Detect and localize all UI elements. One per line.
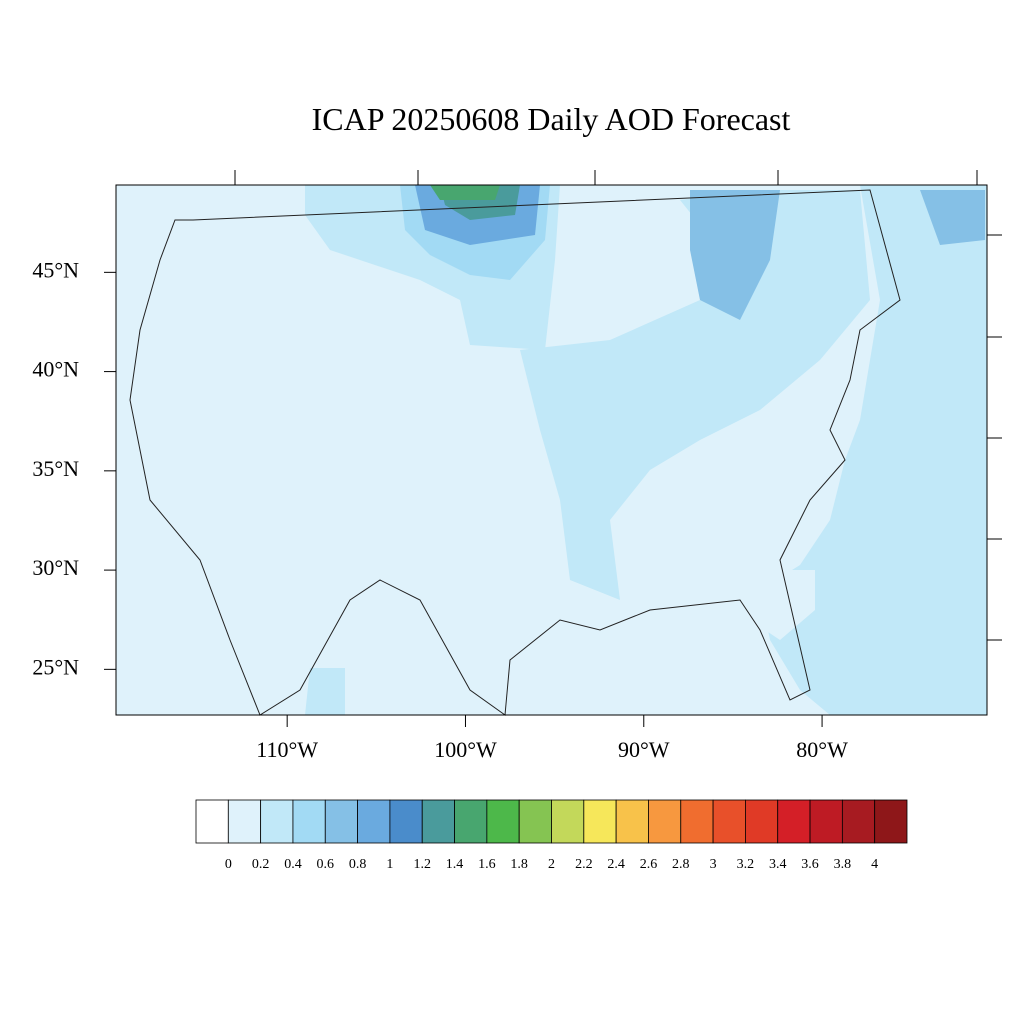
colorbar-label: 3.2 [737, 857, 755, 872]
colorbar-label: 0 [225, 857, 232, 872]
colorbar-box [389, 799, 423, 844]
frame-ticks [234, 170, 1002, 641]
shade-region [690, 190, 780, 320]
y-tick-label: 30°N [32, 555, 79, 580]
colorbar-label: 0.4 [284, 857, 302, 872]
colorbar-label: 0.6 [317, 857, 335, 872]
colorbar-label: 4 [871, 857, 878, 872]
colorbar-box [712, 799, 746, 844]
colorbar-box [809, 799, 843, 844]
map-field [115, 170, 1002, 716]
shade-region [305, 668, 345, 715]
map-frame [115, 184, 988, 716]
colorbar-box [583, 799, 617, 844]
y-tick-label: 25°N [32, 654, 79, 679]
colorbar-box [357, 799, 391, 844]
colorbar-label: 3.4 [769, 857, 787, 872]
colorbar-box [680, 799, 714, 844]
colorbar-label: 2.6 [640, 857, 658, 872]
colorbar-box [454, 799, 488, 844]
x-tick-label: 90°W [618, 737, 670, 762]
colorbar-label: 2.8 [672, 857, 690, 872]
colorbar-label: 0.8 [349, 857, 367, 872]
colorbar-box [648, 799, 682, 844]
colorbar-box [195, 799, 229, 844]
colorbar-label: 1.4 [446, 857, 464, 872]
shade-region [750, 570, 815, 640]
colorbar-label: 3.8 [834, 857, 852, 872]
colorbar-box [745, 799, 779, 844]
x-tick-label: 100°W [434, 737, 497, 762]
colorbar-label: 1.2 [413, 857, 431, 872]
colorbar-box [421, 799, 455, 844]
colorbar-box [615, 799, 649, 844]
colorbar-label: 1 [386, 857, 393, 872]
colorbar-label: 1.8 [510, 857, 528, 872]
colorbar-box [486, 799, 520, 844]
shade-region [520, 190, 870, 600]
colorbar-box [260, 799, 294, 844]
x-tick-label: 110°W [256, 737, 318, 762]
colorbar-box [227, 799, 262, 844]
colorbar-box [518, 799, 552, 844]
colorbar-box [551, 799, 585, 844]
colorbar-box [841, 799, 876, 844]
shade-region [920, 190, 985, 245]
chart-title: ICAP 20250608 Daily AOD Forecast [312, 101, 791, 137]
coastline [129, 189, 901, 716]
y-tick-label: 40°N [32, 357, 79, 382]
shade-region [760, 185, 987, 715]
colorbar-label: 0.2 [252, 857, 270, 872]
colorbar-label: 2 [548, 857, 555, 872]
colorbar-label: 2.2 [575, 857, 593, 872]
colorbar-box [292, 799, 326, 844]
shade-region [430, 185, 500, 200]
x-tick-label: 80°W [796, 737, 848, 762]
y-tick-label: 35°N [32, 456, 79, 481]
colorbar-box [874, 799, 908, 844]
y-tick-label: 45°N [32, 257, 79, 282]
colorbar-label: 3 [710, 857, 717, 872]
colorbar-box [777, 799, 811, 844]
colorbar-label: 2.4 [607, 857, 625, 872]
colorbar-box [324, 799, 358, 844]
colorbar-label: 1.6 [478, 857, 496, 872]
colorbar-label: 3.6 [801, 857, 819, 872]
